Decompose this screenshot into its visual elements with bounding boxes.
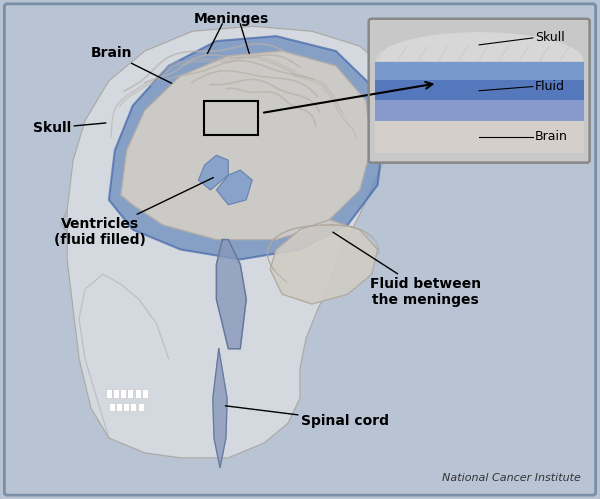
Bar [374,80,584,100]
Bar [374,61,584,80]
Bar [205,101,258,135]
Bar [109,403,115,411]
Text: National Cancer Institute: National Cancer Institute [442,473,581,483]
Bar [120,389,126,398]
Text: Meninges: Meninges [194,12,269,26]
Bar [137,403,143,411]
FancyBboxPatch shape [4,4,596,495]
Bar [106,389,112,398]
Bar [374,100,584,121]
Polygon shape [121,51,371,240]
Bar [134,389,140,398]
Text: Brain: Brain [535,130,568,143]
Text: Spinal cord: Spinal cord [226,406,389,428]
Bar [130,403,136,411]
Text: Fluid: Fluid [535,80,565,93]
Bar [142,389,148,398]
Text: Skull: Skull [535,31,565,44]
Bar [127,389,133,398]
Polygon shape [217,170,252,205]
Polygon shape [109,36,383,259]
Text: Fluid between
the meninges: Fluid between the meninges [333,232,481,307]
Polygon shape [270,220,377,304]
Text: Brain: Brain [91,46,172,83]
FancyBboxPatch shape [368,19,590,163]
Polygon shape [67,26,401,458]
Text: Skull: Skull [33,121,106,135]
Polygon shape [213,349,227,468]
Polygon shape [199,155,229,190]
Polygon shape [217,240,246,349]
Bar [113,389,119,398]
Bar [123,403,129,411]
Bar [116,403,122,411]
Text: Ventricles
(fluid filled): Ventricles (fluid filled) [54,178,214,247]
Bar [374,121,584,153]
